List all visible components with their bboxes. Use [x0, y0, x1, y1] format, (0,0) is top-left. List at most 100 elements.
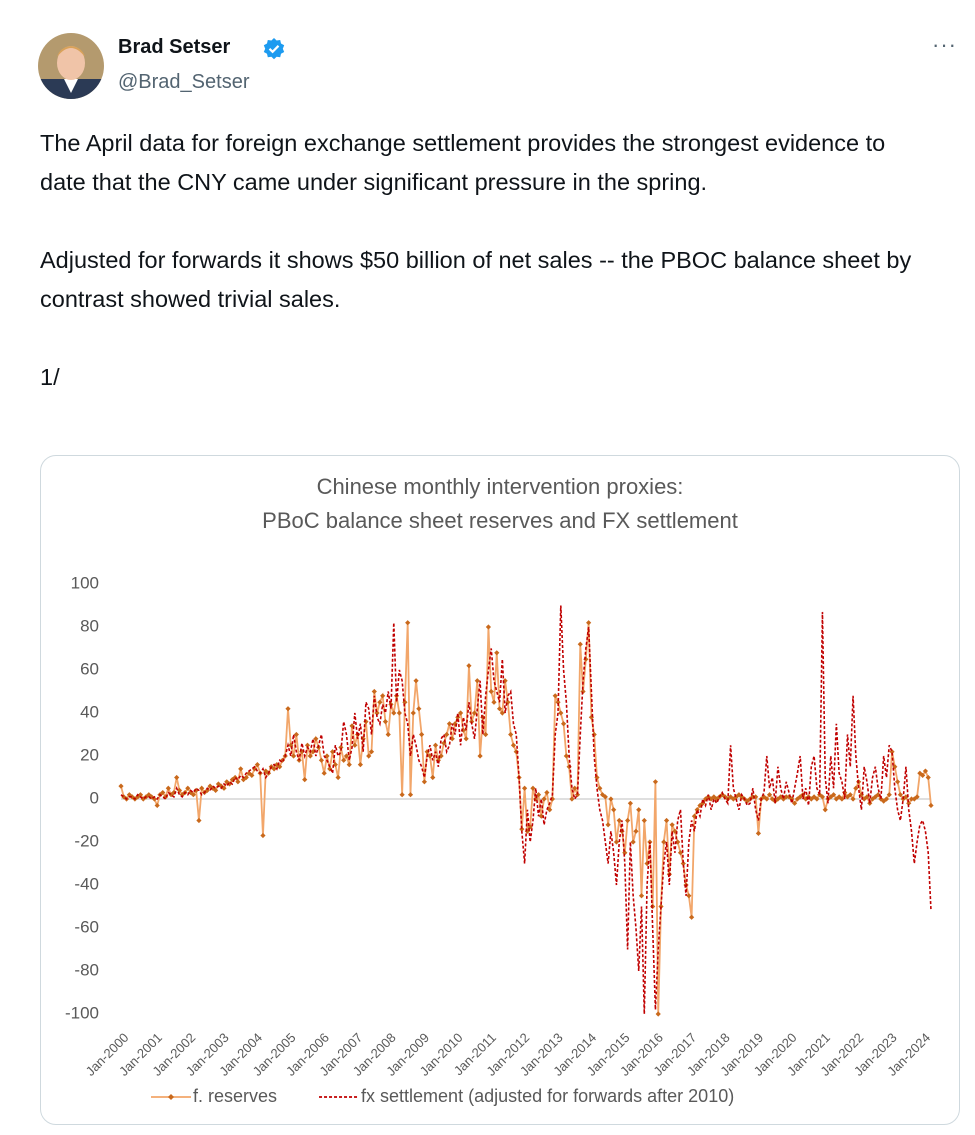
data-point [424, 749, 430, 755]
data-point [697, 802, 703, 809]
data-point [238, 766, 244, 772]
chart: Chinese monthly intervention proxies: PBo… [65, 474, 934, 1106]
data-point [797, 794, 803, 800]
data-point [836, 794, 842, 800]
data-point [677, 850, 684, 856]
data-point [794, 796, 800, 802]
data-point [190, 792, 196, 798]
media-card[interactable]: Chinese monthly intervention proxies: PBo… [40, 455, 960, 1125]
data-point [252, 766, 258, 772]
data-point [165, 785, 171, 791]
data-point [917, 770, 923, 776]
data-point [830, 792, 837, 798]
data-point [185, 785, 191, 791]
avatar[interactable] [38, 33, 104, 99]
data-point [335, 774, 341, 781]
data-point [430, 774, 436, 781]
y-tick-label: 100 [71, 573, 99, 592]
data-point [535, 792, 542, 798]
data-point [574, 792, 581, 798]
data-point [864, 794, 870, 800]
data-point [844, 794, 851, 800]
data-point [613, 839, 620, 845]
data-point [569, 796, 575, 802]
data-point [792, 800, 798, 806]
data-point [811, 794, 817, 800]
data-point [616, 817, 622, 824]
data-point [496, 706, 503, 712]
data-point [577, 641, 583, 647]
data-point [638, 893, 645, 899]
data-point [299, 749, 305, 755]
data-point [739, 794, 745, 800]
data-point [922, 768, 929, 774]
y-tick-label: 20 [80, 745, 99, 764]
more-button[interactable]: ··· [932, 32, 957, 57]
data-point [549, 796, 556, 802]
legend-marker [168, 1094, 174, 1100]
data-point [510, 742, 517, 748]
data-point [750, 794, 756, 800]
data-point [193, 787, 199, 793]
data-point [121, 794, 127, 800]
data-point [444, 731, 450, 738]
data-point [702, 796, 709, 802]
data-point [174, 774, 180, 781]
data-point [928, 802, 934, 809]
data-point [519, 826, 525, 832]
data-point [560, 721, 567, 727]
data-point [903, 794, 909, 800]
data-point [883, 796, 890, 802]
data-point [307, 753, 313, 759]
data-point [547, 807, 553, 813]
data-point [755, 830, 762, 836]
data-point [446, 721, 453, 727]
y-tick-label: -40 [74, 874, 99, 893]
data-point [842, 789, 848, 796]
data-point [722, 794, 728, 800]
data-point [680, 860, 686, 867]
data-point [249, 772, 255, 778]
data-point [563, 753, 569, 759]
data-point [432, 742, 439, 748]
y-tick-label: 80 [80, 616, 99, 635]
data-point [655, 1011, 661, 1017]
data-point [477, 753, 483, 759]
data-point [310, 749, 316, 755]
data-point [196, 817, 202, 824]
data-point [363, 719, 369, 725]
data-point [396, 710, 402, 716]
data-point [135, 794, 141, 800]
data-point [727, 794, 734, 800]
data-point [911, 796, 917, 802]
data-point [349, 723, 355, 729]
data-point [466, 663, 472, 669]
data-point [471, 710, 478, 716]
user-handle[interactable]: @Brad_Setser [118, 71, 250, 93]
legend-label: fx settlement (adjusted for forwards aft… [361, 1086, 734, 1106]
data-point [176, 787, 183, 793]
y-tick-label: -60 [74, 917, 99, 936]
data-point [304, 742, 311, 748]
data-point [908, 796, 915, 802]
verified-badge [263, 38, 285, 60]
data-point [914, 794, 920, 800]
paragraph: 1/ [40, 364, 60, 390]
data-point [410, 710, 416, 716]
data-point [828, 794, 834, 800]
data-point [761, 794, 767, 800]
data-point [290, 753, 297, 759]
data-point [485, 624, 492, 630]
data-point [691, 813, 698, 819]
data-point [558, 710, 564, 716]
data-point [240, 777, 247, 783]
data-point [405, 620, 411, 626]
data-point [624, 817, 631, 824]
data-point [488, 688, 494, 695]
data-point [357, 762, 363, 768]
user-name[interactable]: Brad Setser [118, 36, 231, 58]
data-point [552, 693, 558, 699]
data-point [243, 774, 249, 781]
data-point [892, 764, 898, 770]
